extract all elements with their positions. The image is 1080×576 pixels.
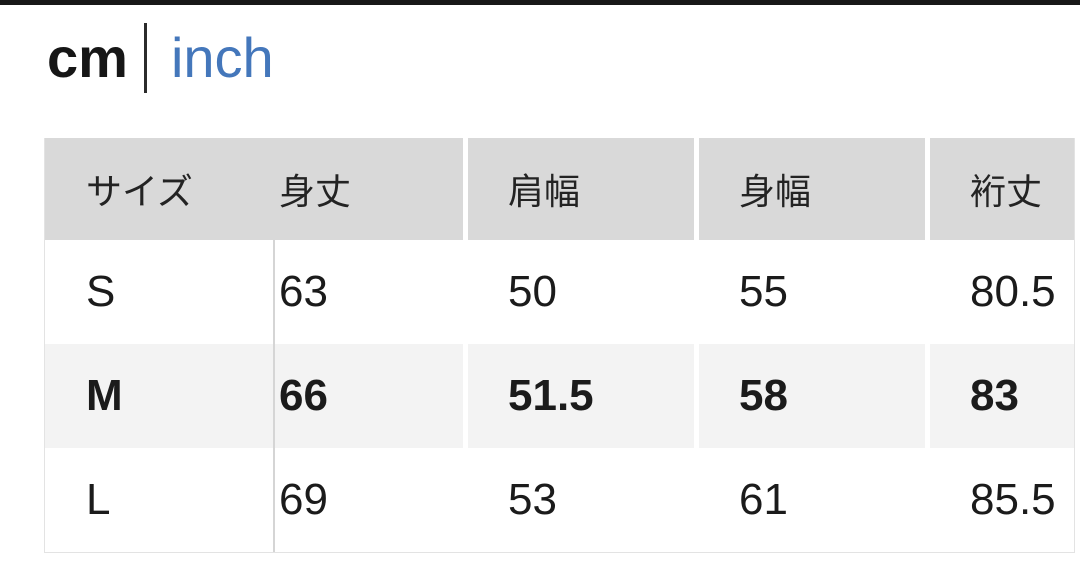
size-chart-table: サイズ 身丈 肩幅 身幅 裄丈 S 63 50 55 80.5 M 66 51.… <box>44 138 1075 553</box>
column-header-size: サイズ <box>45 138 273 240</box>
shoulder-width-value: 50 <box>463 240 694 344</box>
unit-cm-button[interactable]: cm <box>47 26 128 89</box>
body-width-value: 61 <box>694 448 925 552</box>
column-header-sleeve-length: 裄丈 <box>925 138 1074 240</box>
sleeve-length-value: 80.5 <box>925 240 1074 344</box>
sleeve-length-value: 83 <box>925 344 1074 448</box>
column-header-body-length: 身丈 <box>273 138 463 240</box>
unit-toggle-divider <box>143 23 147 93</box>
column-header-body-width: 身幅 <box>694 138 925 240</box>
table-header-row: サイズ 身丈 肩幅 身幅 裄丈 <box>45 138 1074 240</box>
body-width-value: 58 <box>694 344 925 448</box>
body-length-value: 63 <box>273 240 463 344</box>
body-width-value: 55 <box>694 240 925 344</box>
top-bar <box>0 0 1080 5</box>
unit-inch-link[interactable]: inch <box>170 26 274 89</box>
unit-toggle: cm inch <box>47 20 274 96</box>
size-label: M <box>45 344 273 448</box>
size-label: S <box>45 240 273 344</box>
shoulder-width-value: 53 <box>463 448 694 552</box>
sleeve-length-value: 85.5 <box>925 448 1074 552</box>
body-length-value: 66 <box>273 344 463 448</box>
column-header-shoulder-width: 肩幅 <box>463 138 694 240</box>
table-row-size-m: M 66 51.5 58 83 <box>45 344 1074 448</box>
table-row-size-s: S 63 50 55 80.5 <box>45 240 1074 344</box>
shoulder-width-value: 51.5 <box>463 344 694 448</box>
size-label: L <box>45 448 273 552</box>
body-length-value: 69 <box>273 448 463 552</box>
table-row-size-l: L 69 53 61 85.5 <box>45 448 1074 552</box>
